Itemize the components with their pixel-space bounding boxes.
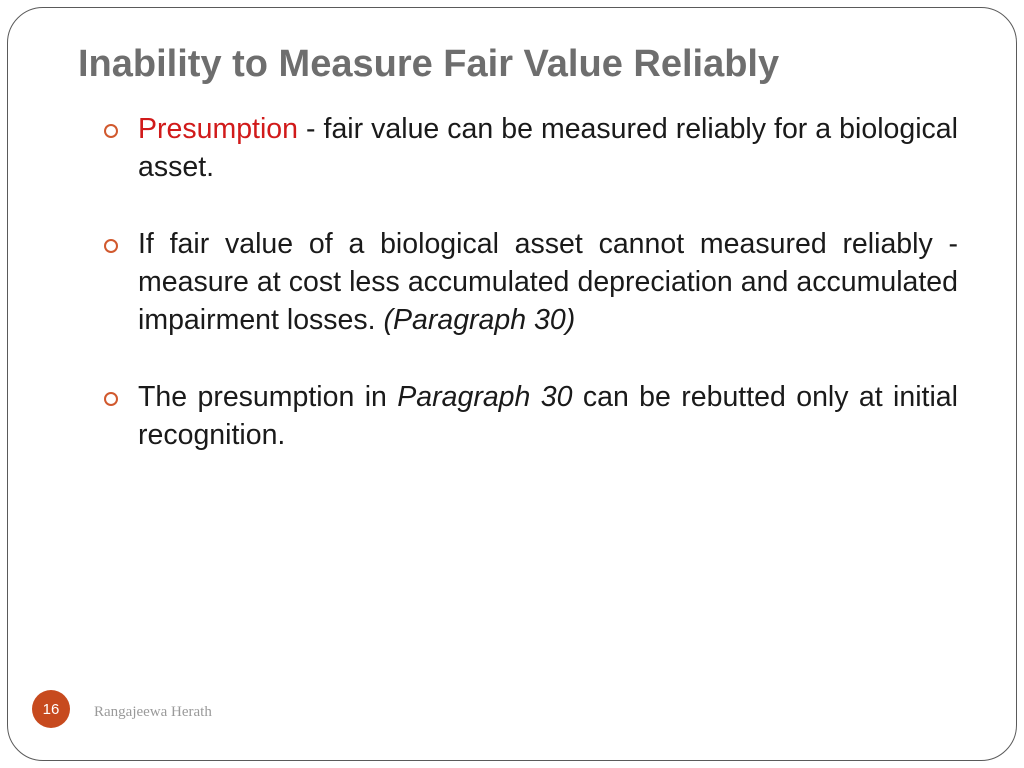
page-number-badge: 16 (32, 690, 70, 728)
bullet-item: Presumption - fair value can be measured… (138, 110, 958, 187)
bullet-citation: Paragraph 30 (397, 381, 572, 413)
slide-title: Inability to Measure Fair Value Reliably (78, 42, 970, 88)
bullet-highlight: Presumption (138, 113, 298, 145)
bullet-list: Presumption - fair value can be measured… (78, 110, 970, 455)
bullet-citation: (Paragraph 30) (384, 304, 576, 336)
bullet-text: The presumption in (138, 381, 397, 413)
author-name: Rangajeewa Herath (94, 704, 212, 721)
bullet-item: The presumption in Paragraph 30 can be r… (138, 378, 958, 455)
bullet-item: If fair value of a biological asset cann… (138, 225, 958, 340)
slide: Inability to Measure Fair Value Reliably… (0, 0, 1024, 768)
slide-frame: Inability to Measure Fair Value Reliably… (7, 7, 1017, 761)
page-number: 16 (43, 701, 60, 718)
